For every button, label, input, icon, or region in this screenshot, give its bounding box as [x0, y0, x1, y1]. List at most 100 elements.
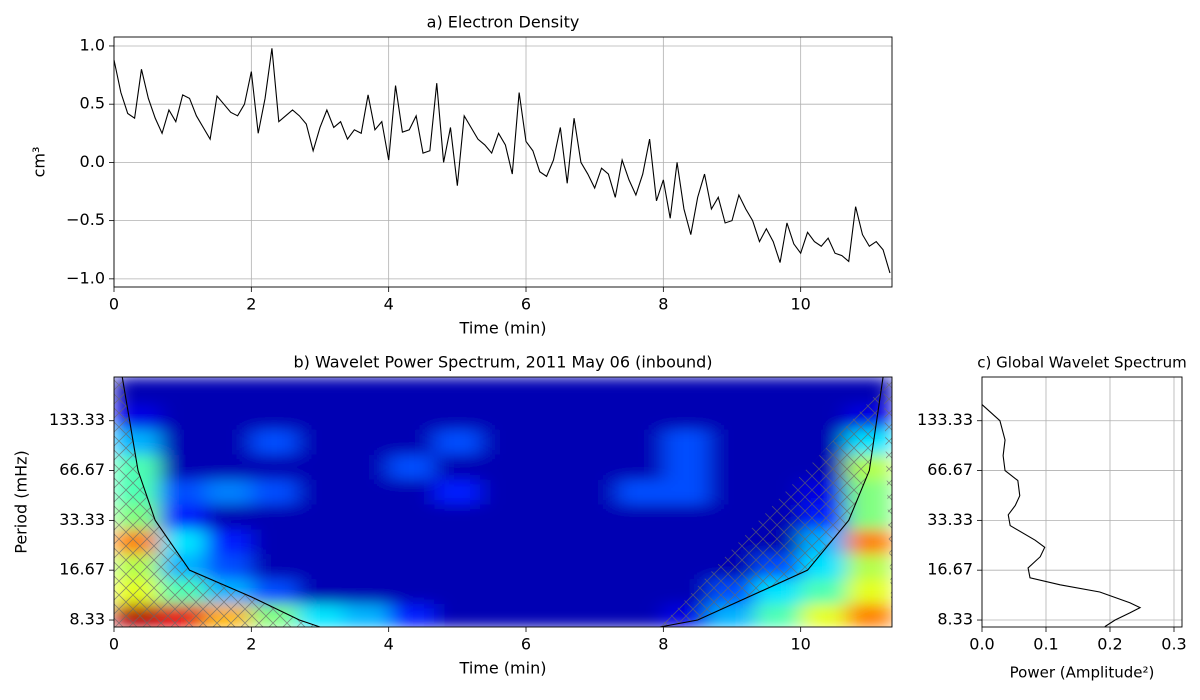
y-tick-label: 33.33: [59, 510, 105, 529]
plot-frame: [113, 376, 893, 628]
power-cell: [388, 454, 435, 480]
power-cell: [251, 377, 298, 405]
power-cell: [388, 528, 435, 555]
power-cell: [251, 429, 298, 455]
power-cell: [617, 504, 664, 530]
power-cell: [800, 603, 847, 627]
x-axis-label: Time (min): [459, 319, 547, 338]
coi-hatch: [659, 377, 892, 627]
power-cell: [388, 603, 435, 627]
y-tick-label: 0.0: [80, 152, 105, 171]
power-cell: [526, 377, 573, 405]
power-cell: [388, 504, 435, 530]
power-cell: [709, 454, 756, 480]
power-cell: [755, 404, 802, 430]
power-cell: [480, 454, 527, 480]
power-cell: [343, 553, 390, 580]
y-tick-label: 16.67: [927, 560, 973, 579]
power-cell: [251, 553, 298, 580]
power-cell: [526, 479, 573, 505]
chart-title: c) Global Wavelet Spectrum: [977, 354, 1186, 372]
x-tick-label: 8: [658, 635, 668, 654]
power-cell: [526, 454, 573, 480]
y-tick-label: 66.67: [927, 460, 973, 479]
power-cell: [388, 377, 435, 405]
x-tick-label: 0.2: [1097, 635, 1122, 654]
power-cell: [434, 504, 481, 530]
power-cell: [343, 603, 390, 627]
power-cell: [296, 454, 344, 480]
power-cell: [755, 377, 802, 405]
power-cell: [434, 454, 481, 480]
x-tick-label: 10: [790, 295, 810, 314]
power-cell: [296, 404, 344, 430]
power-cell: [159, 377, 207, 405]
plot-frame: [113, 36, 893, 288]
power-cell: [571, 553, 619, 580]
power-cell: [617, 479, 664, 505]
power-cell: [755, 454, 802, 480]
power-cell: [526, 578, 573, 604]
power-cell: [251, 404, 298, 430]
power-cell: [251, 578, 298, 604]
power-cell: [296, 504, 344, 530]
power-cell: [846, 603, 892, 627]
power-cell: [159, 479, 207, 505]
power-cell: [343, 528, 390, 555]
y-tick-label: −1.0: [66, 268, 105, 287]
power-cell: [296, 578, 344, 604]
power-cell: [480, 377, 527, 405]
power-cell: [846, 528, 892, 555]
power-cell: [251, 454, 298, 480]
power-cell: [205, 553, 252, 580]
power-cell: [526, 528, 573, 555]
spectrum-line: [981, 404, 1142, 628]
power-cell: [434, 603, 481, 627]
cone-of-influence: [659, 377, 884, 627]
power-cell: [251, 479, 298, 505]
power-cell: [480, 504, 527, 530]
power-cell: [480, 429, 527, 455]
power-cell: [709, 479, 756, 505]
plot-frame: [981, 376, 1183, 628]
x-tick-label: 6: [521, 635, 531, 654]
x-tick-label: 4: [384, 635, 394, 654]
power-cell: [388, 553, 435, 580]
power-cell: [296, 377, 344, 405]
power-cell: [480, 578, 527, 604]
power-cell: [571, 377, 619, 405]
power-cell: [617, 404, 664, 430]
data-line: [113, 48, 891, 274]
y-tick-label: 8.33: [937, 610, 973, 629]
power-cell: [296, 528, 344, 555]
y-axis-label: cm³: [30, 147, 49, 178]
power-cell: [755, 603, 802, 627]
power-cell: [434, 528, 481, 555]
power-cell: [205, 404, 252, 430]
chart-title: a) Electron Density: [427, 13, 580, 32]
power-cell: [251, 504, 298, 530]
power-cell: [526, 553, 573, 580]
power-cell: [617, 603, 664, 627]
cone-of-influence: [121, 377, 321, 627]
x-tick-label: 8: [658, 295, 668, 314]
power-cell: [205, 504, 252, 530]
y-tick-label: 33.33: [927, 510, 973, 529]
x-tick-label: 0.0: [969, 635, 994, 654]
power-cell: [343, 429, 390, 455]
x-tick-label: 6: [521, 295, 531, 314]
power-cell: [388, 429, 435, 455]
y-tick-label: 1.0: [80, 35, 105, 54]
power-cell: [663, 528, 710, 555]
power-cell: [343, 377, 390, 405]
power-cell: [526, 429, 573, 455]
power-cell: [617, 528, 664, 555]
power-cell: [296, 603, 344, 627]
power-cell: [571, 429, 619, 455]
x-tick-label: 10: [790, 635, 810, 654]
power-cell: [480, 528, 527, 555]
power-cell: [159, 404, 207, 430]
x-tick-label: 0: [109, 635, 119, 654]
power-cell: [296, 553, 344, 580]
power-cell: [388, 578, 435, 604]
